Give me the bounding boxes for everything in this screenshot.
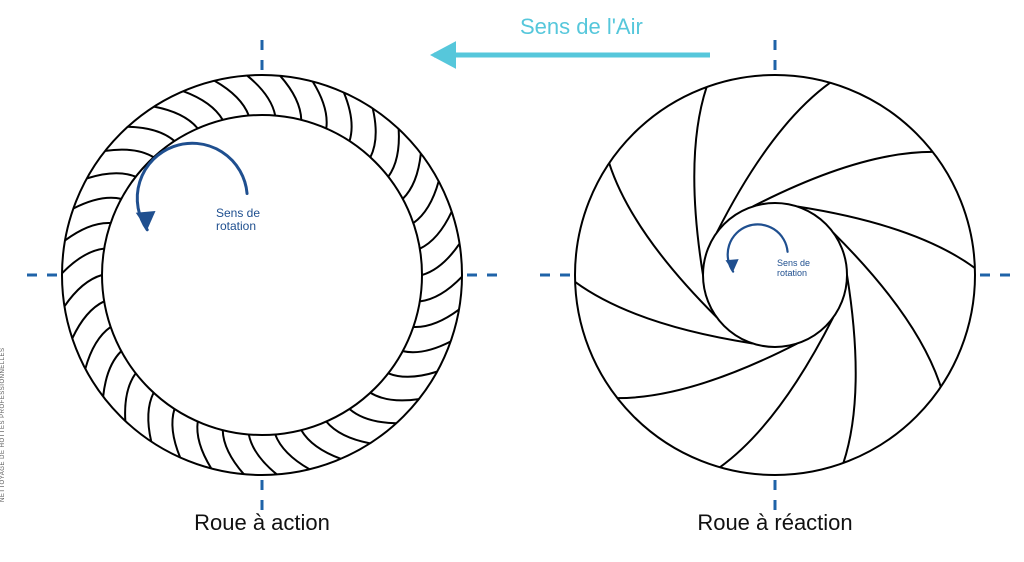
diagram-canvas [0, 0, 1024, 562]
brand-logo-sub: NETTOYAGE DE HOTTES PROFESSIONNELLES [0, 348, 6, 502]
right-rotation-label: Sens de rotation [777, 259, 810, 279]
rotation-label-line: rotation [216, 219, 256, 233]
rotation-label-line: Sens de [777, 258, 810, 268]
right-wheel-caption: Roue à réaction [685, 510, 865, 536]
air-direction-label: Sens de l'Air [520, 14, 643, 40]
air-arrow-head [430, 41, 456, 69]
brand-logo: HotClean NETTOYAGE DE HOTTES PROFESSIONN… [0, 348, 6, 502]
right-wheel-hub [703, 203, 847, 347]
left-wheel-caption: Roue à action [172, 510, 352, 536]
rotation-label-line: Sens de [216, 206, 260, 220]
left-rotation-label: Sens de rotation [216, 207, 260, 233]
rotation-label-line: rotation [777, 268, 807, 278]
